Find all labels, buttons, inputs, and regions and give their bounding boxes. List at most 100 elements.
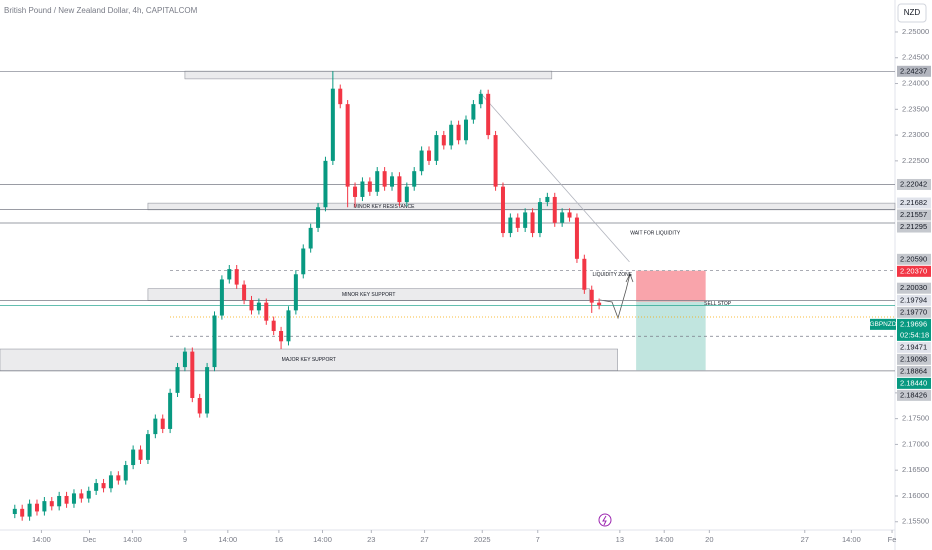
chart-title: British Pound / New Zealand Dollar, 4h, … bbox=[4, 6, 198, 15]
candle-body bbox=[64, 495, 69, 504]
candle-body bbox=[360, 181, 365, 197]
candle-body bbox=[145, 434, 150, 460]
candle-body bbox=[308, 227, 313, 249]
candle-body bbox=[537, 202, 542, 234]
zone bbox=[147, 202, 896, 211]
candle-body bbox=[168, 392, 173, 429]
x-tick-label: 13 bbox=[616, 535, 624, 544]
price-badge-label: 2.18440 bbox=[900, 378, 927, 387]
candle-body bbox=[249, 300, 254, 311]
price-badge bbox=[897, 197, 931, 209]
annotation: SELL STOP bbox=[704, 301, 732, 307]
x-tick-label: 14:00 bbox=[655, 535, 674, 544]
candle-body bbox=[449, 124, 454, 146]
price-badge bbox=[897, 294, 931, 306]
candle-body bbox=[404, 186, 409, 203]
countdown: 02:54:18 bbox=[900, 330, 929, 339]
price-badge bbox=[897, 353, 931, 365]
candle-body bbox=[330, 88, 335, 161]
price-badge bbox=[897, 377, 931, 389]
candle-body bbox=[131, 449, 136, 466]
candle-body bbox=[42, 501, 47, 512]
candle-body bbox=[552, 196, 557, 223]
y-tick-label: 2.23500 bbox=[902, 104, 929, 113]
candle-body bbox=[597, 302, 602, 306]
price-badge-label: 2.21682 bbox=[900, 198, 927, 207]
x-tick-label: Dec bbox=[83, 535, 97, 544]
candle-body bbox=[271, 320, 276, 331]
price-badge bbox=[897, 265, 931, 277]
candle-body bbox=[123, 465, 128, 481]
candle-body bbox=[367, 181, 372, 192]
y-tick-label: 2.24000 bbox=[902, 79, 929, 88]
candle-body bbox=[515, 217, 520, 228]
candle-body bbox=[582, 258, 587, 290]
zone bbox=[184, 70, 553, 80]
price-badge-label: 2.21295 bbox=[900, 222, 927, 231]
x-tick-label: 14:00 bbox=[842, 535, 861, 544]
candle-body bbox=[441, 135, 446, 146]
candle-body bbox=[427, 150, 432, 161]
candle-body bbox=[419, 150, 424, 172]
candle-body bbox=[508, 217, 513, 234]
candle-body bbox=[108, 475, 113, 489]
candle-body bbox=[242, 284, 247, 301]
price-badge-label: 2.18864 bbox=[900, 366, 927, 375]
candle-body bbox=[34, 503, 39, 512]
candle-body bbox=[101, 483, 106, 489]
candle-body bbox=[323, 160, 328, 208]
candle-body bbox=[175, 367, 180, 393]
price-badge-label: 2.20030 bbox=[900, 283, 927, 292]
candle-body bbox=[197, 398, 202, 414]
price-badge bbox=[897, 282, 931, 294]
price-badge bbox=[897, 341, 931, 353]
price-badge bbox=[897, 209, 931, 221]
candle-body bbox=[493, 135, 498, 187]
y-tick-label: 2.23000 bbox=[902, 130, 929, 139]
candle-body bbox=[560, 212, 565, 223]
price-badge bbox=[897, 253, 931, 265]
candle-body bbox=[375, 171, 380, 192]
candle-body bbox=[316, 207, 321, 228]
candle-body bbox=[353, 186, 358, 197]
candle-body bbox=[338, 88, 343, 105]
candle-body bbox=[545, 196, 550, 203]
zone-label: MINOR KEY SUPPORT bbox=[342, 292, 395, 298]
zone-label: MAJOR KEY SUPPORT bbox=[282, 357, 336, 363]
price-badge bbox=[897, 178, 931, 190]
x-tick-label: 7 bbox=[536, 535, 540, 544]
candle-body bbox=[227, 269, 232, 280]
y-tick-label: 2.17500 bbox=[902, 414, 929, 423]
candle-body bbox=[79, 493, 84, 499]
y-tick-label: 2.25000 bbox=[902, 27, 929, 36]
price-badge-label: 2.18426 bbox=[900, 390, 927, 399]
y-tick-label: 2.16000 bbox=[902, 491, 929, 500]
target-zone bbox=[636, 301, 706, 371]
x-tick-label: 14:00 bbox=[218, 535, 237, 544]
event-icon[interactable] bbox=[598, 513, 612, 527]
price-badge-label: 2.22042 bbox=[900, 179, 927, 188]
candle-body bbox=[412, 171, 417, 187]
candle-body bbox=[478, 93, 483, 105]
price-badge-label: 2.21557 bbox=[900, 210, 927, 219]
price-badge-label: 2.19794 bbox=[900, 295, 927, 304]
candle-body bbox=[500, 186, 505, 234]
candle-body bbox=[397, 176, 402, 203]
candle-body bbox=[382, 171, 387, 187]
currency-label[interactable]: NZD bbox=[904, 8, 921, 17]
y-tick-label: 2.17000 bbox=[902, 439, 929, 448]
price-badge-label: 2.19696 bbox=[900, 319, 927, 328]
currency-button[interactable] bbox=[897, 3, 927, 23]
candle-body bbox=[86, 490, 91, 499]
candle-body bbox=[530, 212, 535, 234]
candle-body bbox=[434, 135, 439, 161]
candle-body bbox=[138, 449, 143, 460]
candle-body bbox=[567, 212, 572, 218]
x-tick-label: 9 bbox=[183, 535, 187, 544]
x-tick-label: 14:00 bbox=[123, 535, 142, 544]
x-tick-label: 14:00 bbox=[32, 535, 51, 544]
candle-body bbox=[286, 310, 291, 342]
x-tick-label: 16 bbox=[275, 535, 283, 544]
price-badge-label: 2.19770 bbox=[900, 307, 927, 316]
x-tick-label: 14:00 bbox=[313, 535, 332, 544]
